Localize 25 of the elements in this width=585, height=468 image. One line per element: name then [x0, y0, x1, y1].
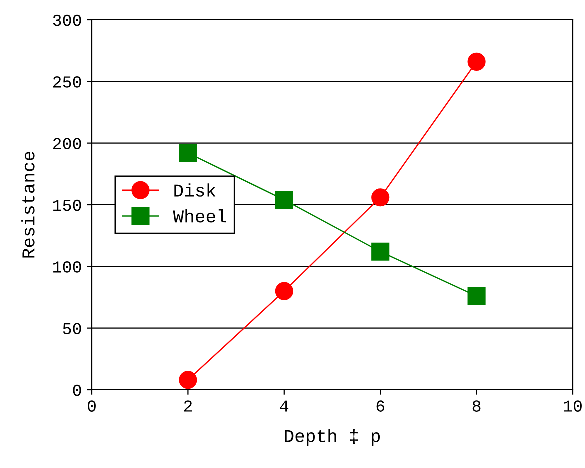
point: [372, 188, 390, 207]
y-tick-label: 200: [53, 138, 82, 150]
legend-label: Disk: [174, 184, 216, 197]
x-tick-label: 4: [280, 400, 289, 412]
x-tick-label: 6: [376, 400, 385, 412]
point: [468, 287, 486, 306]
x-tick-label: 10: [564, 400, 582, 412]
point: [372, 242, 390, 261]
y-tick-label: 50: [63, 323, 82, 335]
point: [468, 52, 486, 71]
y-tick-label: 100: [53, 262, 82, 273]
y-tick-label: 250: [53, 76, 82, 88]
y-tick-label: 150: [53, 200, 82, 212]
y-tick-label: 0: [73, 384, 82, 396]
point: [275, 282, 294, 300]
y-axis-title: Resistance: [22, 152, 35, 258]
point: [275, 191, 294, 210]
x-tick-label: 2: [184, 400, 192, 412]
x-axis-title: Depth ‡ p: [285, 429, 380, 446]
point: [179, 371, 198, 390]
y-tick-label: 300: [53, 14, 82, 26]
point: [179, 144, 198, 162]
x-tick-label: 0: [88, 400, 96, 412]
legend-label: Wheel: [173, 210, 226, 223]
x-tick-label: 8: [472, 400, 481, 412]
